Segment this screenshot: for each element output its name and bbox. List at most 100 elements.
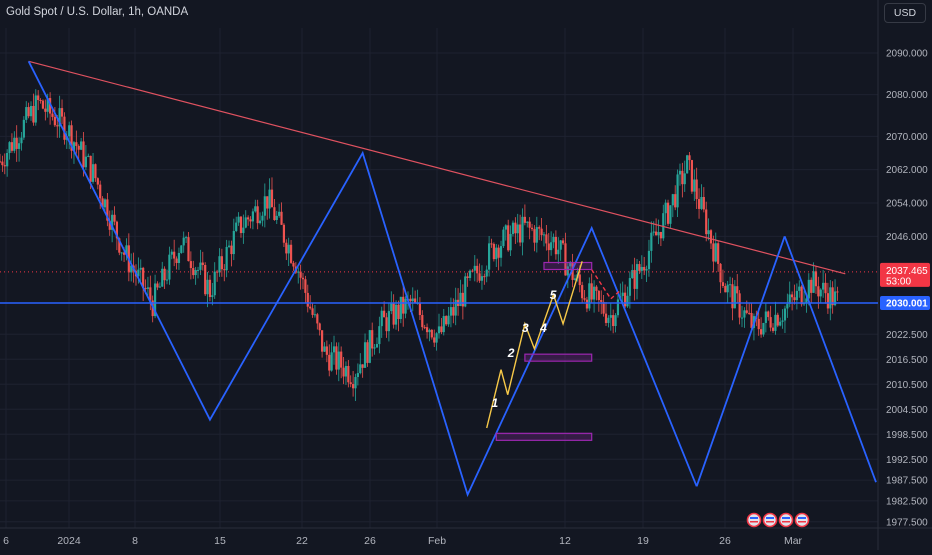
candle-body [499, 246, 503, 258]
candle-body [516, 224, 519, 234]
candle-body [717, 243, 720, 264]
candle-body [335, 346, 338, 370]
candle-body [452, 307, 455, 316]
x-tick-label: Feb [428, 535, 446, 547]
candle-body [430, 329, 433, 338]
candle-body [366, 342, 369, 363]
candle-body [750, 313, 753, 328]
candle-body [144, 288, 147, 290]
candle-body [149, 287, 152, 301]
candle-body [204, 264, 207, 295]
candle-body [602, 301, 605, 314]
candle-body [6, 152, 9, 167]
candle-body [404, 298, 407, 314]
candle-body [824, 282, 827, 294]
candle-body [263, 196, 266, 216]
candle-body [115, 221, 119, 239]
candle-body [464, 276, 467, 307]
candle-body [397, 304, 400, 319]
candle-body [695, 179, 698, 200]
candle-body [0, 161, 2, 163]
candle-body [163, 268, 166, 281]
candle-body [316, 314, 319, 324]
candle-body [712, 243, 715, 262]
wave-label: 5 [550, 288, 557, 302]
candle-body [812, 271, 815, 293]
candle-body [113, 214, 116, 222]
candle-body [297, 271, 300, 273]
candle-body [383, 310, 386, 318]
candle-body [103, 199, 107, 208]
x-tick-label: 26 [364, 535, 376, 547]
candle-body [697, 199, 701, 209]
candle-body [433, 337, 436, 343]
candle-body [268, 189, 271, 209]
y-tick-label: 1982.500 [886, 496, 928, 507]
candle-body [592, 286, 596, 300]
candle-body [58, 108, 61, 127]
candle-body [211, 295, 214, 298]
candle-body [745, 310, 748, 313]
candle-body [137, 269, 140, 277]
candle-body [550, 242, 553, 251]
y-tick-label: 1987.500 [886, 476, 928, 487]
candle-body [82, 141, 85, 168]
candle-body [230, 245, 233, 255]
candle-body [557, 249, 560, 255]
candle-body [435, 333, 438, 343]
candle-body [146, 287, 150, 289]
candle-body [645, 269, 648, 271]
candle-body [175, 258, 178, 264]
zone-box [495, 432, 593, 441]
candle-body [101, 198, 104, 208]
candle-body [671, 194, 674, 206]
candle-body [27, 107, 30, 117]
candle-body [683, 173, 686, 185]
candle-body [392, 303, 395, 325]
candle-body [192, 268, 195, 276]
candle-body [693, 179, 696, 192]
candle-body [37, 95, 40, 100]
candle-body [535, 227, 538, 243]
candle-body [552, 236, 555, 243]
candle-body [225, 246, 228, 271]
candle-body [514, 222, 517, 234]
candle-body [254, 206, 257, 212]
candle-body [504, 225, 507, 230]
candle-body [607, 317, 610, 323]
candle-body [311, 308, 314, 315]
zone-box [543, 261, 593, 271]
candle-body [168, 254, 171, 280]
candle-body [614, 315, 617, 327]
event-icon-stripe [750, 517, 758, 519]
candle-body [736, 286, 739, 294]
candle-body [480, 276, 484, 281]
candle-body [337, 351, 340, 370]
candle-body [328, 354, 331, 371]
candle-body [106, 199, 109, 221]
candle-body [218, 256, 221, 273]
y-tick-label: 2062.000 [886, 165, 928, 176]
candle-body [196, 269, 200, 271]
candle-body [161, 268, 164, 287]
candle-body [385, 317, 388, 332]
candle-body [199, 262, 202, 270]
candle-body [182, 237, 185, 246]
candle-body [285, 242, 288, 254]
candle-body [375, 344, 379, 348]
event-icon-circle [762, 512, 778, 528]
y-tick-label: 2046.000 [886, 232, 928, 243]
currency-button[interactable]: USD [884, 3, 926, 23]
candle-body [743, 310, 746, 318]
candle-body [623, 292, 627, 307]
candle-body [781, 320, 784, 322]
zone-box [524, 353, 593, 362]
candle-body [817, 286, 820, 297]
economic-event-icon [762, 512, 778, 528]
level-price-value: 2030.001 [886, 298, 928, 309]
candle-body [726, 284, 729, 293]
candle-body [44, 108, 47, 112]
candle-body [1, 161, 4, 166]
